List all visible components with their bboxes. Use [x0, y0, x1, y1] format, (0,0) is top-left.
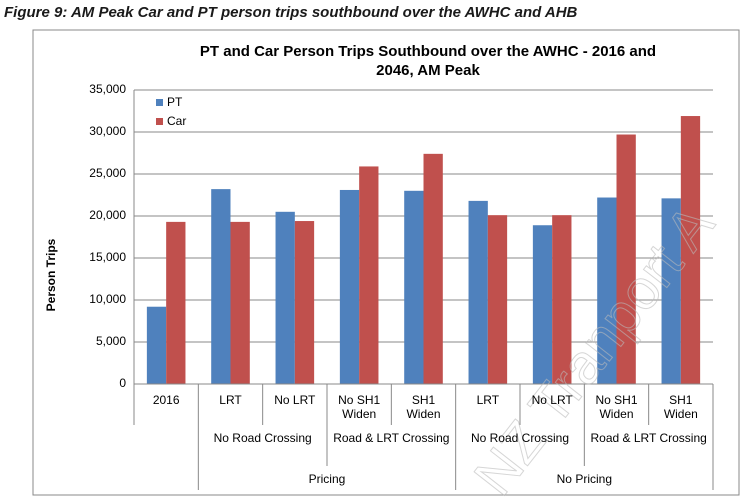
- bar: [294, 221, 315, 384]
- bar: [552, 215, 572, 384]
- y-tick-label: 35,000: [89, 82, 126, 96]
- y-tick-label: 30,000: [89, 124, 126, 138]
- y-tick-label: 5,000: [96, 334, 126, 348]
- caption: Figure 9: AM Peak Car and PT person trip…: [4, 4, 578, 21]
- bar: [275, 211, 295, 384]
- bar: [359, 166, 379, 384]
- bar: [487, 215, 508, 384]
- group-label: No Road Crossing: [213, 431, 312, 445]
- x-tick-label: 2016: [152, 393, 180, 407]
- bar: [211, 189, 231, 384]
- x-tick-label: SH1 Widen: [663, 393, 698, 421]
- x-tick-label: SH1 Widen: [406, 393, 441, 421]
- top-group-label: Pricing: [308, 472, 346, 486]
- chart-title: PT and Car Person Trips Southbound over …: [200, 43, 656, 79]
- y-axis-label: Person Trips: [44, 238, 58, 311]
- legend-swatch: [156, 99, 163, 106]
- y-tick-label: 10,000: [89, 292, 126, 306]
- legend-swatch: [156, 118, 163, 125]
- top-group-label: No Pricing: [556, 472, 612, 486]
- bar: [661, 198, 681, 384]
- chart-frame: [32, 29, 740, 496]
- bar: [532, 225, 553, 384]
- x-tick-label: No SH1 Widen: [595, 393, 638, 421]
- x-tick-label: No LRT: [274, 393, 316, 407]
- bar: [597, 197, 617, 384]
- bar: [680, 116, 701, 384]
- bar: [423, 153, 443, 384]
- legend-label: Car: [167, 114, 186, 128]
- y-tick-label: 25,000: [89, 166, 126, 180]
- bar: [404, 190, 424, 384]
- group-label: Road & LRT Crossing: [590, 431, 707, 445]
- x-tick-label: No SH1 Widen: [338, 393, 381, 421]
- bar: [339, 189, 360, 384]
- bar: [230, 221, 250, 384]
- bar: [166, 221, 186, 384]
- x-tick-label: No LRT: [531, 393, 573, 407]
- legend-label: PT: [167, 95, 183, 109]
- x-tick-label: LRT: [476, 393, 500, 407]
- group-label: Road & LRT Crossing: [333, 431, 450, 445]
- x-tick-label: LRT: [219, 393, 242, 407]
- bar: [616, 134, 636, 384]
- bar: [146, 306, 167, 384]
- y-tick-label: 20,000: [89, 208, 126, 222]
- y-tick-label: 15,000: [89, 250, 126, 264]
- group-label: No Road Crossing: [470, 431, 569, 445]
- y-tick-label: 0: [119, 376, 126, 390]
- bar: [468, 200, 488, 384]
